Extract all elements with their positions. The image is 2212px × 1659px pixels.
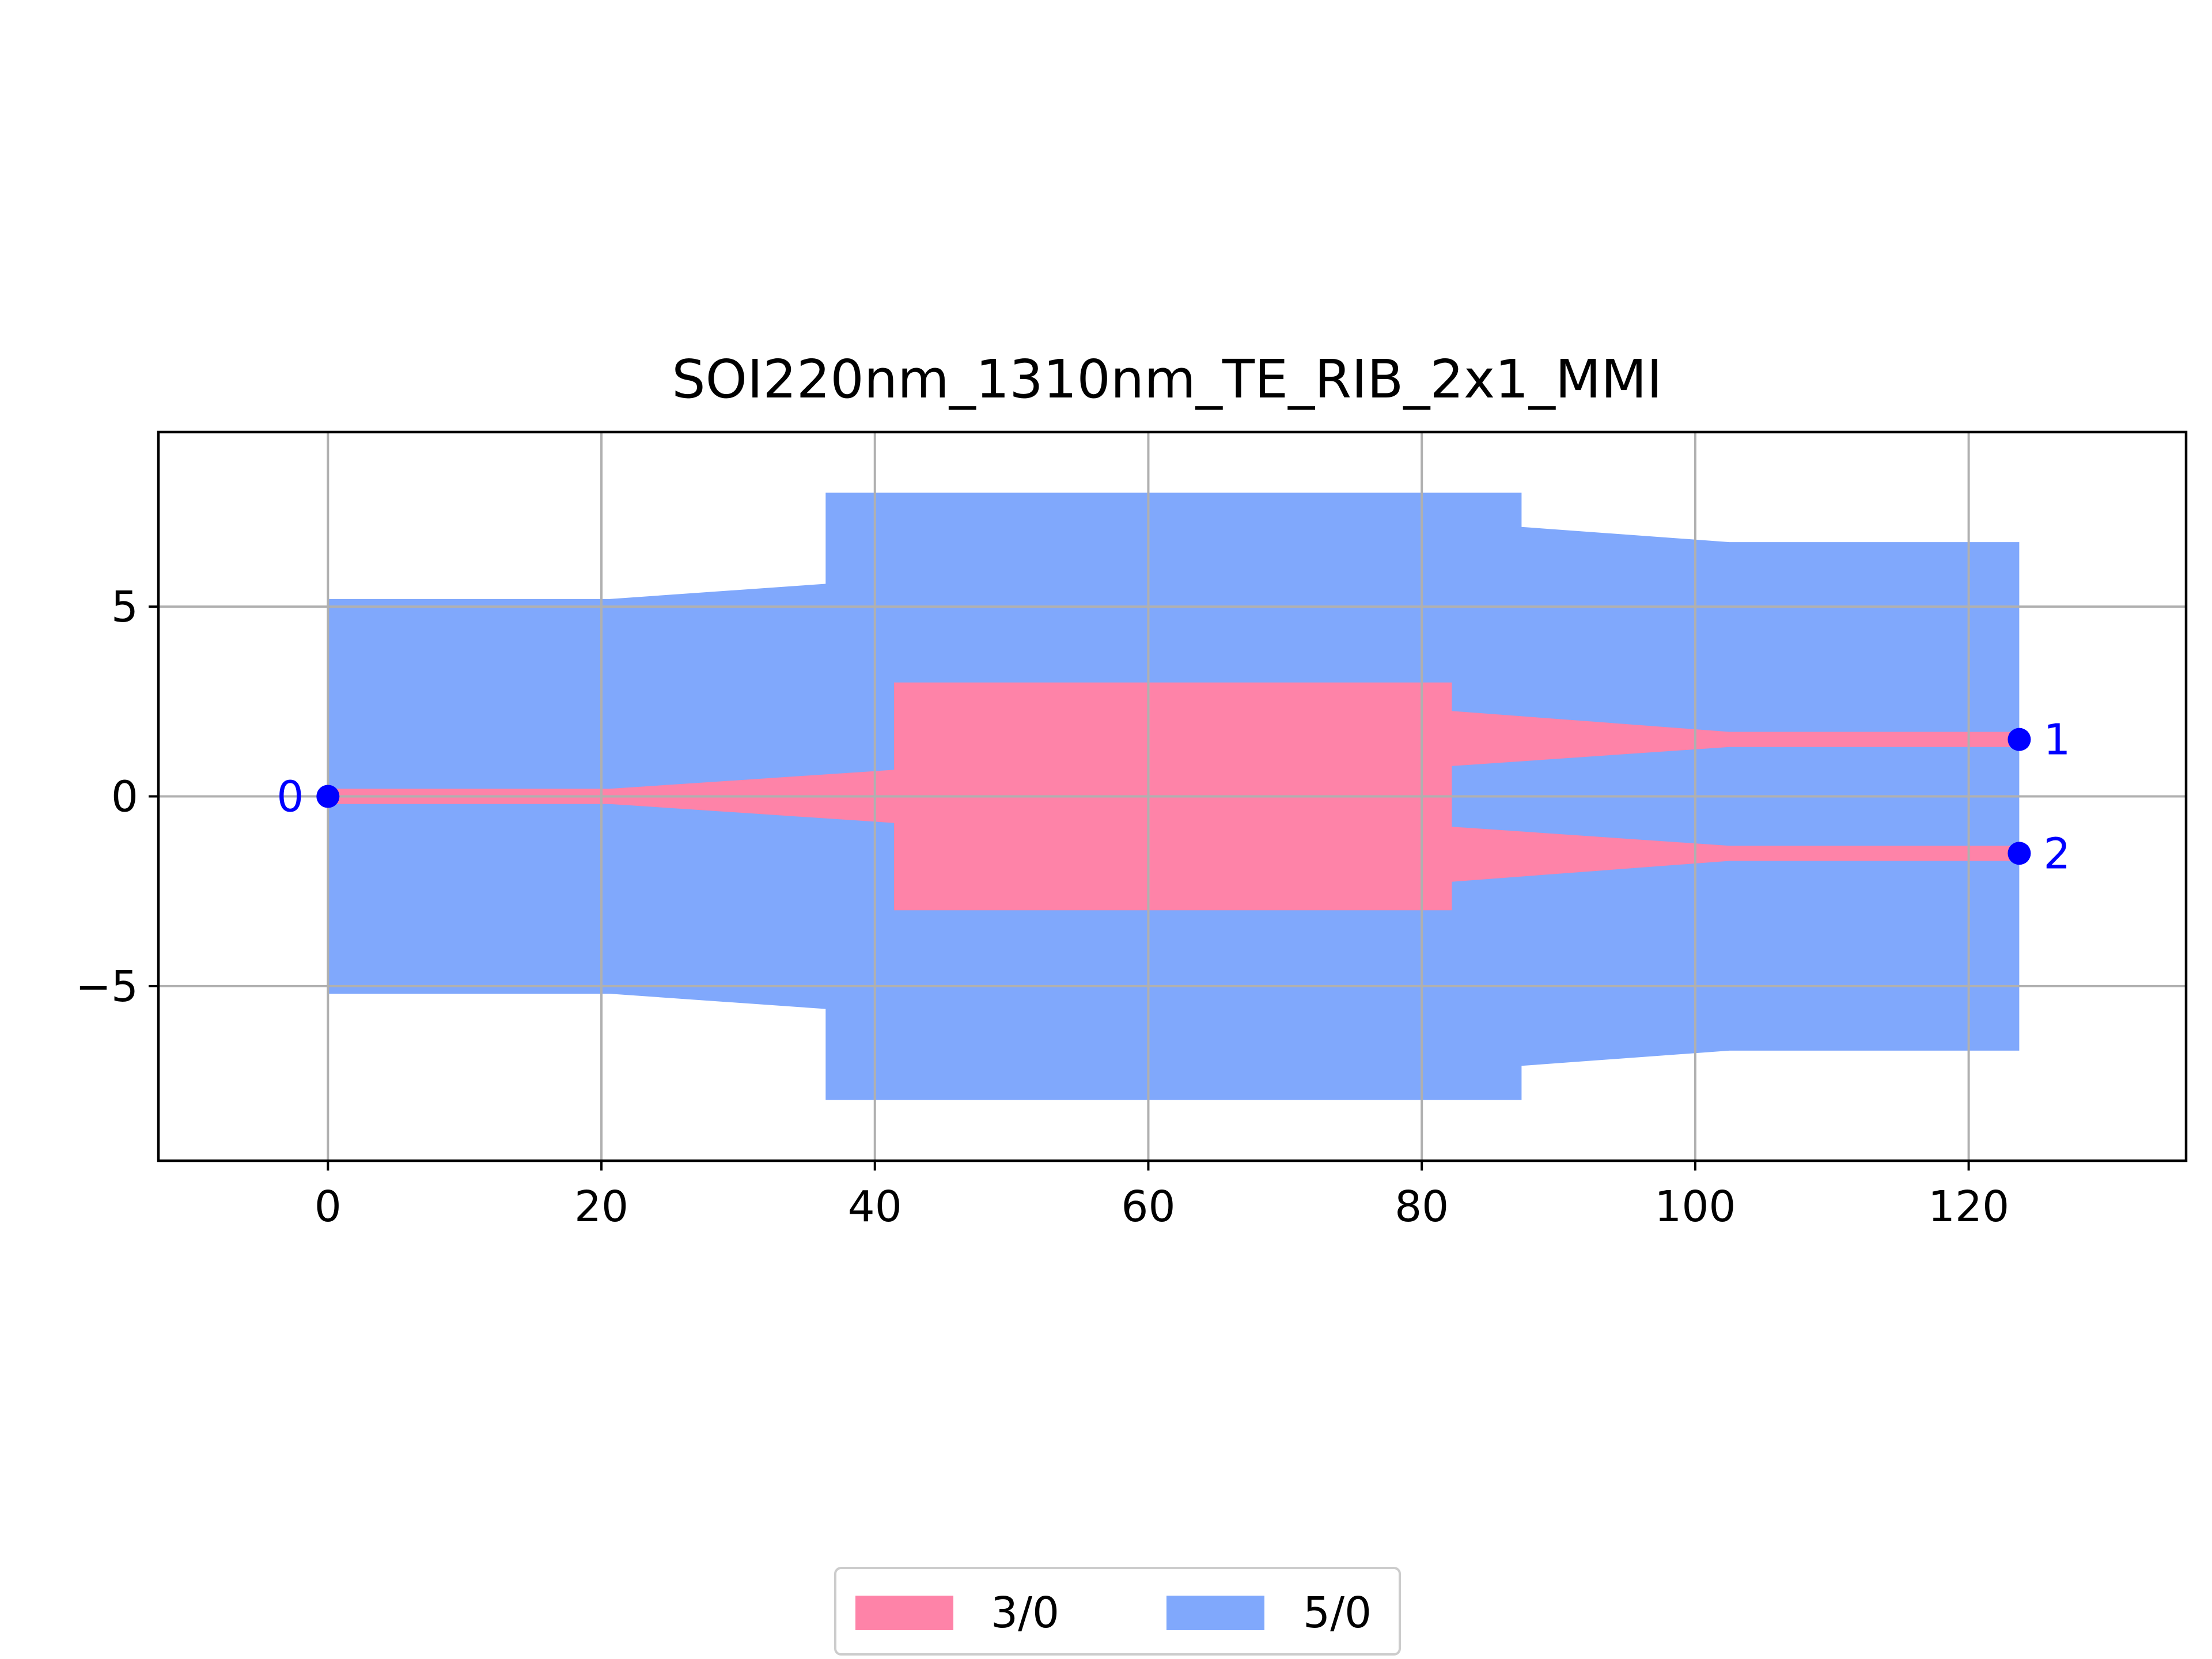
port-label-1: 1 — [2043, 715, 2070, 765]
x-tick-label: 80 — [1395, 1182, 1449, 1232]
port-label-0: 0 — [276, 772, 304, 822]
legend: 3/0 5/0 — [834, 1567, 1401, 1656]
x-tick-label: 100 — [1654, 1182, 1736, 1232]
port-marker-0 — [316, 785, 340, 808]
legend-label-3-0: 3/0 — [991, 1588, 1059, 1638]
legend-label-5-0: 5/0 — [1303, 1588, 1372, 1638]
x-tick-label: 20 — [574, 1182, 628, 1232]
legend-swatch-3-0 — [855, 1596, 953, 1630]
legend-frame — [834, 1567, 1401, 1656]
port-markers: 0 1 2 — [276, 715, 2070, 879]
x-tick-label: 120 — [1928, 1182, 2009, 1232]
y-tick-label: −5 — [75, 962, 138, 1012]
y-tick-label: 0 — [111, 772, 138, 822]
x-axis-ticks: 0 20 40 60 80 100 120 — [315, 1161, 2009, 1232]
port-label-2: 2 — [2043, 829, 2070, 878]
grid-lines — [158, 432, 2186, 1161]
plot-title: SOI220nm_1310nm_TE_RIB_2x1_MMI — [672, 349, 1662, 410]
x-tick-label: 0 — [315, 1182, 342, 1232]
y-axis-ticks: 5 0 −5 — [75, 582, 158, 1012]
port-marker-2 — [2008, 842, 2031, 865]
legend-swatch-5-0 — [1166, 1596, 1264, 1630]
x-tick-label: 40 — [848, 1182, 902, 1232]
y-tick-label: 5 — [111, 582, 138, 632]
port-marker-1 — [2008, 728, 2031, 751]
x-tick-label: 60 — [1121, 1182, 1175, 1232]
